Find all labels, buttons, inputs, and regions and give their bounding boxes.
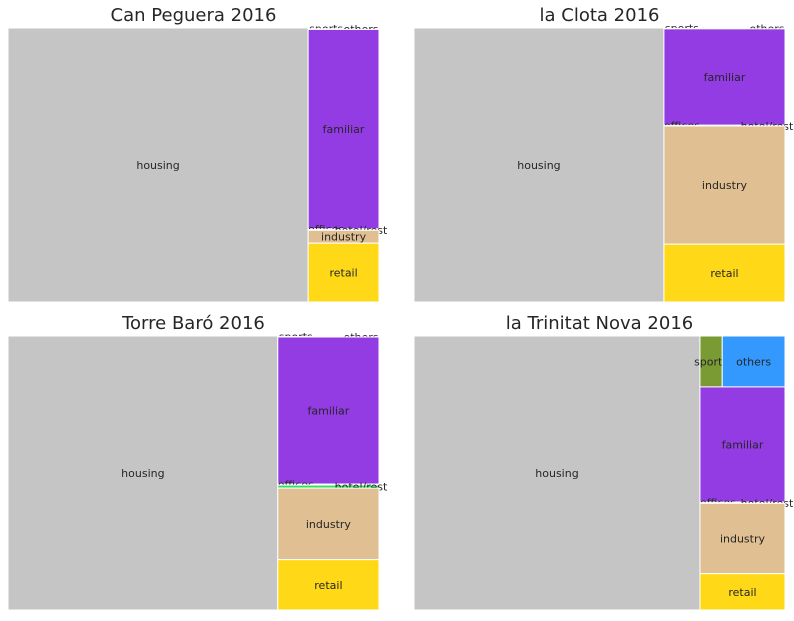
chart-title: la Trinitat Nova 2016 [506, 313, 693, 334]
tile-label-familiar: familiar [722, 439, 764, 452]
tile-label-housing: housing [535, 467, 578, 480]
tile-label-housing: housing [517, 159, 560, 172]
treemap-panel-la-clota-2016: la Clota 2016housingsportsothersfamiliar… [414, 5, 794, 302]
treemap-panel-can-peguera-2016: Can Peguera 2016housingsportsothersfamil… [8, 5, 388, 302]
tile-label-industry: industry [321, 231, 367, 244]
tile-label-retail: retail [728, 586, 756, 599]
tile-label-housing: housing [121, 467, 164, 480]
treemap-panel-torre-bar-2016: Torre Baró 2016housingsportsothersfamili… [8, 313, 388, 610]
tile-label-industry: industry [702, 179, 748, 192]
tile-label-others: others [736, 355, 771, 368]
tile-label-retail: retail [710, 267, 738, 280]
tile-label-industry: industry [720, 532, 766, 545]
tile-label-housing: housing [136, 159, 179, 172]
chart-title: Can Peguera 2016 [111, 5, 277, 26]
chart-title: la Clota 2016 [540, 5, 660, 26]
tile-label-familiar: familiar [323, 123, 365, 136]
tile-label-industry: industry [306, 518, 352, 531]
tile-label-retail: retail [314, 579, 342, 592]
tile-label-retail: retail [329, 267, 357, 280]
chart-title: Torre Baró 2016 [121, 313, 265, 334]
tile-label-familiar: familiar [704, 71, 746, 84]
tile-label-familiar: familiar [308, 405, 350, 418]
